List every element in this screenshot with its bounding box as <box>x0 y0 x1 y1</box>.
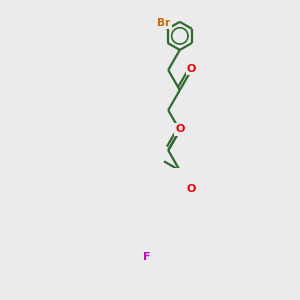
Text: O: O <box>187 64 196 74</box>
Text: O: O <box>175 125 184 135</box>
Text: O: O <box>187 184 196 194</box>
Text: Br: Br <box>157 18 170 28</box>
Text: F: F <box>143 252 150 262</box>
Text: O: O <box>175 124 184 134</box>
